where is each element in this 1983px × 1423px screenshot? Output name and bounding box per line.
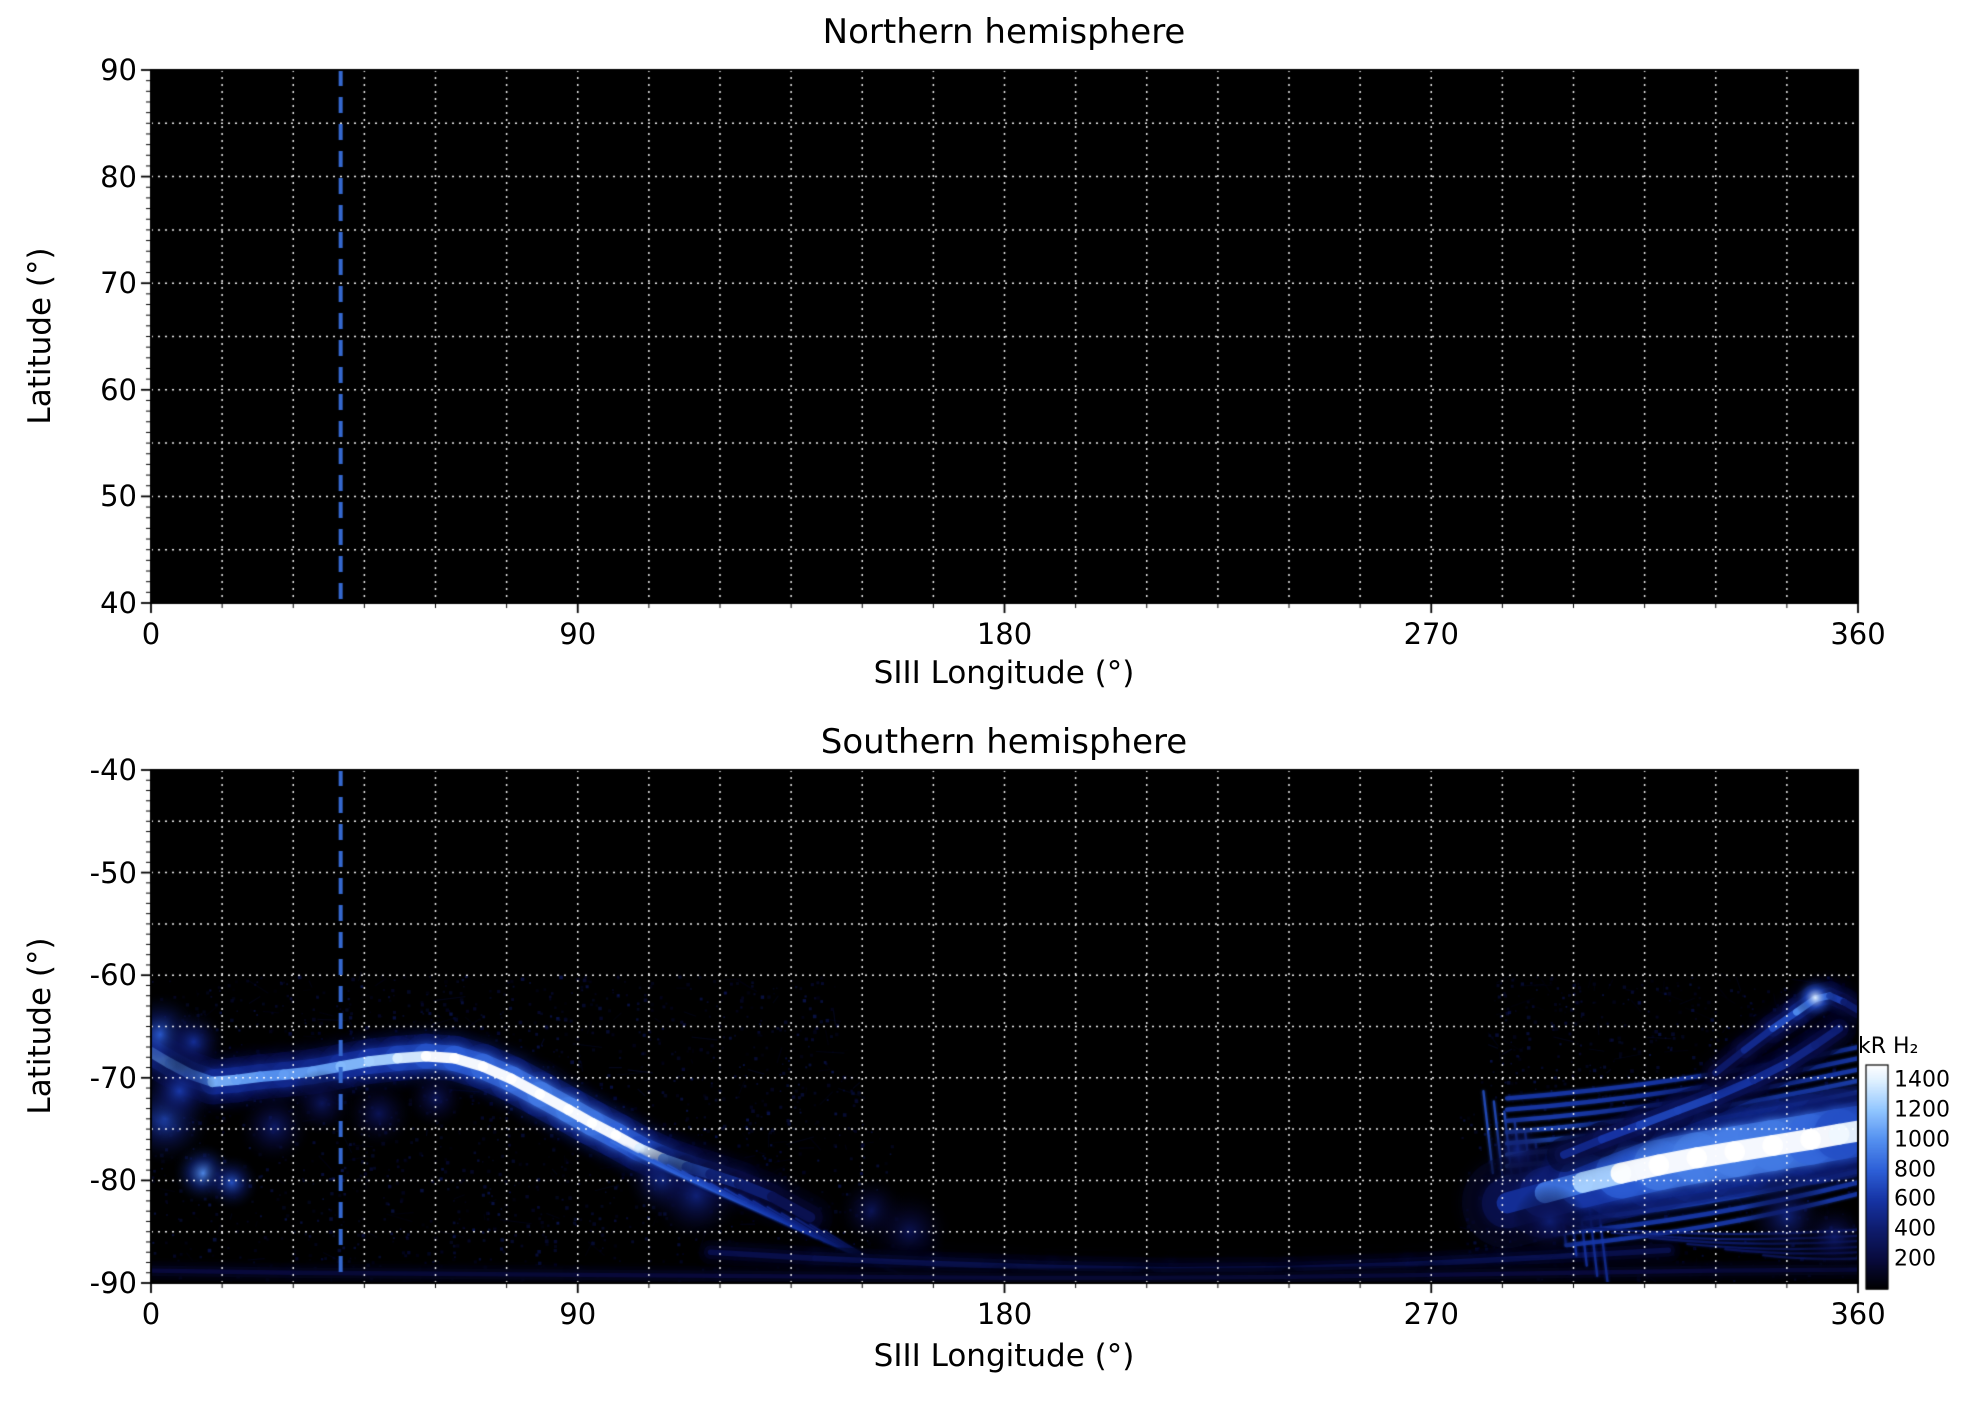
colorbar-label: kR H₂ bbox=[1858, 1034, 1919, 1059]
south-y-tick-label: -60 bbox=[89, 958, 137, 993]
colorbar-tick-label: 600 bbox=[1894, 1186, 1936, 1212]
colorbar-tick-label: 1400 bbox=[1894, 1067, 1950, 1093]
south-y-tick-label: -50 bbox=[89, 855, 137, 890]
colorbar-tick-label: 200 bbox=[1894, 1246, 1936, 1272]
south-y-tick-label: -40 bbox=[89, 753, 137, 787]
south-x-tick-label: 360 bbox=[1830, 1297, 1886, 1331]
south-x-tick-label: 0 bbox=[141, 1297, 161, 1331]
south-x-tick-label: 270 bbox=[1403, 1297, 1459, 1331]
south-y-tick-label: -90 bbox=[89, 1266, 137, 1300]
south-x-tick-label: 90 bbox=[559, 1297, 597, 1331]
north-x-tick-label: 180 bbox=[976, 617, 1033, 651]
north-y-tick-label: 70 bbox=[100, 266, 137, 301]
south-y-tick-label: -80 bbox=[89, 1163, 137, 1198]
colorbar-tick-label: 800 bbox=[1894, 1157, 1936, 1183]
colorbar-tick-label: 1200 bbox=[1894, 1097, 1950, 1123]
north-x-tick-label: 270 bbox=[1403, 617, 1459, 651]
north-y-tick-label: 50 bbox=[100, 479, 137, 514]
south-x-tick-label: 180 bbox=[976, 1297, 1033, 1331]
north-y-axis-label: Latitude (°) bbox=[22, 247, 58, 425]
north-x-tick-label: 360 bbox=[1830, 617, 1886, 651]
north-x-tick-label: 0 bbox=[141, 617, 161, 651]
north-y-tick-label: 60 bbox=[100, 372, 137, 407]
colorbar-tick-label: 400 bbox=[1894, 1216, 1936, 1242]
south-y-axis-label: Latitude (°) bbox=[22, 937, 58, 1115]
north-panel-title: Northern hemisphere bbox=[822, 12, 1186, 52]
south-panel-title: Southern hemisphere bbox=[820, 722, 1188, 762]
colorbar-tick-label: 1000 bbox=[1894, 1127, 1950, 1153]
north-y-tick-label: 90 bbox=[100, 53, 137, 87]
north-x-tick-label: 90 bbox=[559, 617, 597, 651]
south-y-tick-label: -70 bbox=[89, 1060, 137, 1095]
south-x-axis-label: SIII Longitude (°) bbox=[873, 1338, 1135, 1374]
north-y-tick-label: 40 bbox=[100, 586, 137, 620]
north-x-axis-label: SIII Longitude (°) bbox=[873, 655, 1135, 691]
north-y-tick-label: 80 bbox=[100, 159, 137, 194]
